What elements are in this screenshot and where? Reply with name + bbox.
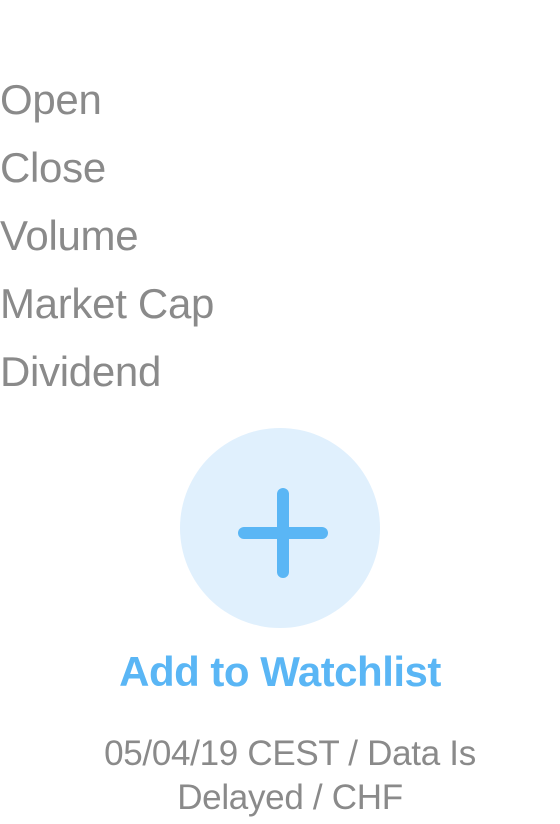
stat-label-market-cap: Market Cap <box>0 280 215 327</box>
plus-icon <box>238 488 328 578</box>
stat-label-open: Open <box>0 76 102 123</box>
add-to-watchlist-button[interactable] <box>180 428 380 628</box>
stats-list: Open Close Volume Market Cap Dividend <box>0 72 214 412</box>
stat-label-dividend: Dividend <box>0 348 162 395</box>
data-delay-note: 05/04/19 CEST / Data Is Delayed / CHF <box>104 734 476 817</box>
add-to-watchlist-label[interactable]: Add to Watchlist <box>119 648 441 695</box>
stat-label-close: Close <box>0 144 106 191</box>
stat-label-volume: Volume <box>0 212 139 259</box>
